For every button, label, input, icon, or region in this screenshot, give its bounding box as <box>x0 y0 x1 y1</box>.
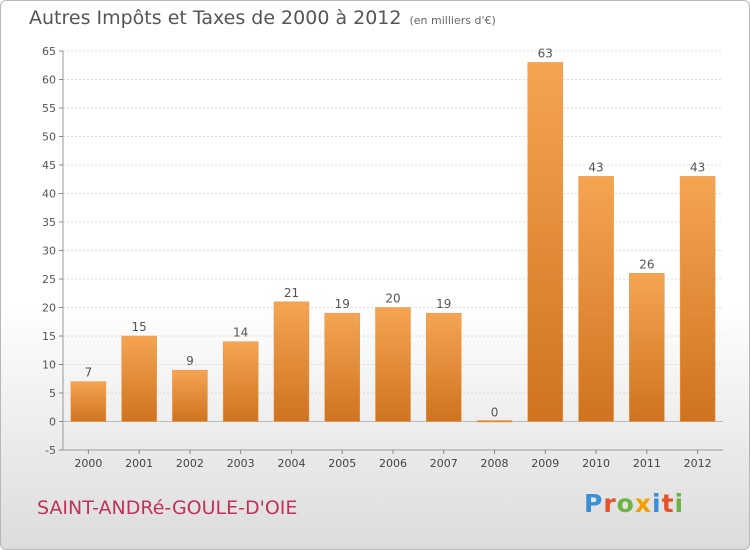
logo-letter: i <box>652 489 662 518</box>
y-tick-label: 60 <box>42 74 56 87</box>
bar-value-label: 43 <box>588 160 603 174</box>
chart-title: Autres Impôts et Taxes de 2000 à 2012 (en… <box>29 7 496 29</box>
y-tick-label: 35 <box>42 216 56 229</box>
y-tick-label: 20 <box>42 302 56 315</box>
bar-value-label: 14 <box>233 326 248 340</box>
chart-title-text: Autres Impôts et Taxes de 2000 à 2012 <box>29 7 402 29</box>
logo-letter: t <box>661 489 675 518</box>
bar-value-label: 9 <box>186 354 194 368</box>
y-tick-label: 55 <box>42 102 56 115</box>
x-tick-label: 2000 <box>74 457 102 470</box>
logo-letter: r <box>603 489 617 518</box>
logo-letter: P <box>584 489 604 518</box>
x-tick-label: 2005 <box>328 457 356 470</box>
bar-value-label: 21 <box>284 286 299 300</box>
y-tick-label: 25 <box>42 273 56 286</box>
bar <box>375 307 411 422</box>
x-tick-label: 2009 <box>531 457 559 470</box>
logo-letter: i <box>674 489 685 518</box>
y-tick-label: 50 <box>42 131 56 144</box>
bar <box>426 312 462 422</box>
label-layer: 7 2000 15 2001 9 2002 14 2003 21 2004 19 2005 20 2006… <box>74 46 711 470</box>
x-tick-label: 2003 <box>227 457 255 470</box>
y-tick-label: 65 <box>42 45 56 58</box>
proxiti-logo[interactable]: Proxiti <box>584 489 684 518</box>
y-tick-label: 0 <box>49 416 56 429</box>
y-tick-label: 10 <box>42 359 56 372</box>
x-tick-label: 2011 <box>633 457 661 470</box>
bar-value-label: 19 <box>436 297 451 311</box>
y-tick-label: 15 <box>42 330 56 343</box>
bar <box>70 381 107 422</box>
x-tick-label: 2004 <box>277 457 305 470</box>
bar <box>121 335 157 422</box>
x-tick-label: 2007 <box>430 457 458 470</box>
y-tick-label: 45 <box>42 159 56 172</box>
x-tick-label: 2008 <box>481 457 509 470</box>
x-tick-label: 2001 <box>125 457 153 470</box>
bar <box>679 176 716 422</box>
chart-subtitle: (en milliers d'€) <box>409 14 496 27</box>
logo-letter: o <box>616 489 635 518</box>
bar <box>324 312 360 422</box>
y-tick-label: -5 <box>45 444 56 457</box>
y-tick-label: 5 <box>49 387 56 400</box>
y-tick-label: 40 <box>42 188 56 201</box>
bar-layer <box>70 62 716 423</box>
bar-value-label: 63 <box>538 46 553 60</box>
x-tick-label: 2010 <box>582 457 610 470</box>
bar-value-label: 19 <box>335 297 350 311</box>
bar-value-label: 15 <box>132 320 147 334</box>
x-tick-label: 2006 <box>379 457 407 470</box>
bar <box>527 62 564 422</box>
bar <box>629 273 665 422</box>
logo-letter: x <box>634 489 652 518</box>
x-tick-label: 2012 <box>684 457 712 470</box>
bar-value-label: 20 <box>385 292 400 306</box>
bar <box>172 369 208 422</box>
x-tick-label: 2002 <box>176 457 204 470</box>
location-name: SAINT-ANDRé-GOULE-D'OIE <box>37 497 298 519</box>
bar-value-label: 0 <box>491 406 499 420</box>
bar <box>273 301 310 422</box>
axis-layer: -5 0 5 10 15 20 25 30 35 40 45 50 55 60 65 <box>42 45 723 457</box>
bar <box>476 420 513 423</box>
bar <box>222 341 259 422</box>
y-tick-label: 30 <box>42 245 56 258</box>
bar <box>578 176 614 422</box>
bar-value-label: 26 <box>639 257 654 271</box>
bar-value-label: 43 <box>690 160 705 174</box>
bar-value-label: 7 <box>85 366 93 380</box>
